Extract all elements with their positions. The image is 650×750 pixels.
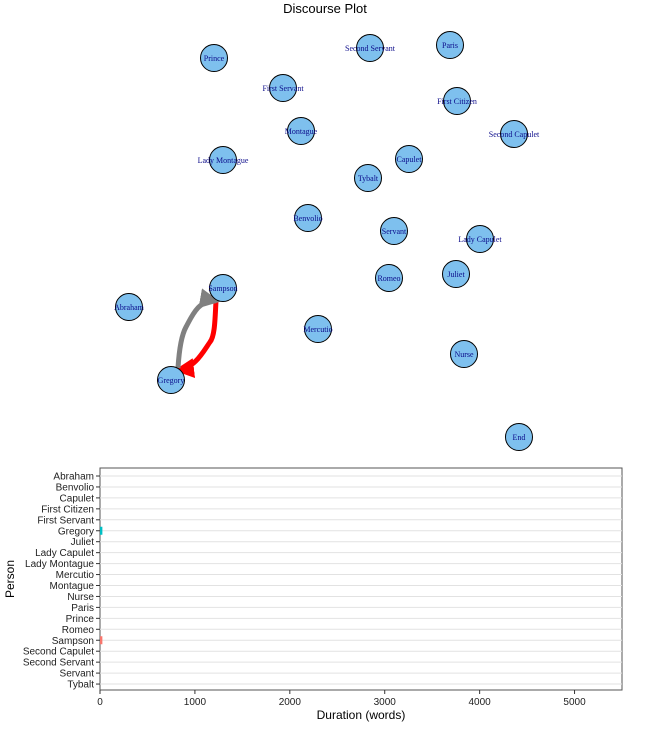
node-label: Servant bbox=[382, 227, 407, 236]
node-circle bbox=[436, 31, 464, 59]
node-label: First Servant bbox=[262, 84, 304, 93]
node-circle bbox=[209, 274, 237, 302]
node-label: First Citizen bbox=[437, 97, 477, 106]
node-paris: Paris bbox=[436, 31, 464, 59]
node-circle bbox=[287, 117, 315, 145]
node-tybalt: Tybalt bbox=[354, 164, 382, 192]
node-label: Benvolio bbox=[293, 214, 322, 223]
node-circle bbox=[209, 146, 237, 174]
node-benvolio: Benvolio bbox=[293, 204, 323, 232]
node-circle bbox=[505, 423, 533, 451]
node-circle bbox=[354, 164, 382, 192]
node-label: Romeo bbox=[377, 274, 400, 283]
node-circle bbox=[269, 74, 297, 102]
node-circle bbox=[294, 204, 322, 232]
node-mercutio: Mercutio bbox=[303, 315, 333, 343]
node-montague: Montague bbox=[285, 117, 318, 145]
x-tick-label: 0 bbox=[97, 697, 103, 708]
node-lady-capulet: Lady Capulet bbox=[458, 225, 502, 253]
node-second-servant: Second Servant bbox=[345, 34, 396, 62]
node-circle bbox=[443, 87, 471, 115]
node-capulet: Capulet bbox=[395, 145, 423, 173]
node-first-citizen: First Citizen bbox=[437, 87, 477, 115]
node-circle bbox=[500, 120, 528, 148]
edge-sampson-to-gregory bbox=[174, 300, 219, 379]
node-label: Second Capulet bbox=[489, 130, 540, 139]
edge-gregory-to-sampson bbox=[175, 288, 220, 369]
y-tick-label: Abraham bbox=[53, 472, 94, 483]
y-tick-label: Prince bbox=[66, 614, 95, 625]
segment-gregory bbox=[100, 526, 103, 535]
node-label: Juliet bbox=[447, 270, 465, 279]
x-tick-label: 3000 bbox=[374, 697, 397, 708]
node-label: End bbox=[513, 433, 526, 442]
x-axis-title: Duration (words) bbox=[317, 708, 406, 722]
node-circle bbox=[304, 315, 332, 343]
x-tick-label: 2000 bbox=[279, 697, 302, 708]
node-circle bbox=[380, 217, 408, 245]
network-plot: Prince Second Servant Paris First Servant Fi… bbox=[114, 31, 540, 451]
y-tick-label: Gregory bbox=[58, 526, 94, 537]
y-tick-label: Romeo bbox=[62, 625, 95, 636]
y-tick-label: Second Servant bbox=[23, 658, 94, 669]
node-circle bbox=[200, 44, 228, 72]
node-second-capulet: Second Capulet bbox=[489, 120, 540, 148]
node-juliet: Juliet bbox=[442, 260, 470, 288]
node-label: Prince bbox=[204, 54, 225, 63]
node-label: Montague bbox=[285, 127, 318, 136]
node-label: Second Servant bbox=[345, 44, 396, 53]
y-tick-label: Sampson bbox=[52, 636, 94, 647]
node-gregory: Gregory bbox=[157, 366, 185, 394]
node-label: Gregory bbox=[158, 376, 185, 385]
node-lady-montague: Lady Montague bbox=[198, 146, 249, 174]
y-tick-label: First Citizen bbox=[41, 504, 94, 515]
y-tick-label: Paris bbox=[71, 603, 94, 614]
x-tick-label: 1000 bbox=[184, 697, 207, 708]
node-label: Abraham bbox=[114, 303, 145, 312]
node-circle bbox=[442, 260, 470, 288]
y-tick-label: Juliet bbox=[71, 537, 95, 548]
y-tick-label: Nurse bbox=[67, 592, 94, 603]
y-tick-label: Mercutio bbox=[56, 570, 95, 581]
node-nurse: Nurse bbox=[450, 340, 478, 368]
y-tick-label: Montague bbox=[50, 581, 95, 592]
node-label: Paris bbox=[442, 41, 458, 50]
y-tick-label: Benvolio bbox=[56, 482, 95, 493]
node-label: Tybalt bbox=[358, 174, 379, 183]
y-tick-label: Capulet bbox=[60, 493, 95, 504]
y-tick-label: Lady Capulet bbox=[35, 548, 94, 559]
node-label: Mercutio bbox=[303, 325, 332, 334]
node-label: Sampson bbox=[208, 284, 237, 293]
node-prince: Prince bbox=[200, 44, 228, 72]
y-axis-title: Person bbox=[3, 560, 17, 598]
y-tick-label: First Servant bbox=[37, 515, 94, 526]
node-circle bbox=[115, 293, 143, 321]
gantt-panel bbox=[99, 467, 623, 691]
x-tick-label: 5000 bbox=[563, 697, 586, 708]
node-label: Capulet bbox=[397, 155, 423, 164]
node-circle bbox=[356, 34, 384, 62]
node-abraham: Abraham bbox=[114, 293, 145, 321]
node-circle bbox=[450, 340, 478, 368]
y-tick-label: Servant bbox=[60, 669, 95, 680]
node-sampson: Sampson bbox=[208, 274, 238, 302]
node-romeo: Romeo bbox=[375, 264, 403, 292]
node-servant: Servant bbox=[380, 217, 408, 245]
node-label: Lady Montague bbox=[198, 156, 249, 165]
y-tick-label: Lady Montague bbox=[25, 559, 94, 570]
node-label: Lady Capulet bbox=[458, 235, 502, 244]
node-label: Nurse bbox=[454, 350, 474, 359]
node-circle bbox=[157, 366, 185, 394]
y-tick-label: Tybalt bbox=[67, 680, 94, 691]
x-tick-label: 4000 bbox=[469, 697, 492, 708]
node-end: End bbox=[505, 423, 533, 451]
node-first-servant: First Servant bbox=[262, 74, 304, 102]
node-circle bbox=[395, 145, 423, 173]
chart-title: Discourse Plot bbox=[283, 1, 367, 16]
node-circle bbox=[375, 264, 403, 292]
y-tick-label: Second Capulet bbox=[23, 647, 94, 658]
node-circle bbox=[466, 225, 494, 253]
segment-sampson bbox=[100, 636, 103, 645]
